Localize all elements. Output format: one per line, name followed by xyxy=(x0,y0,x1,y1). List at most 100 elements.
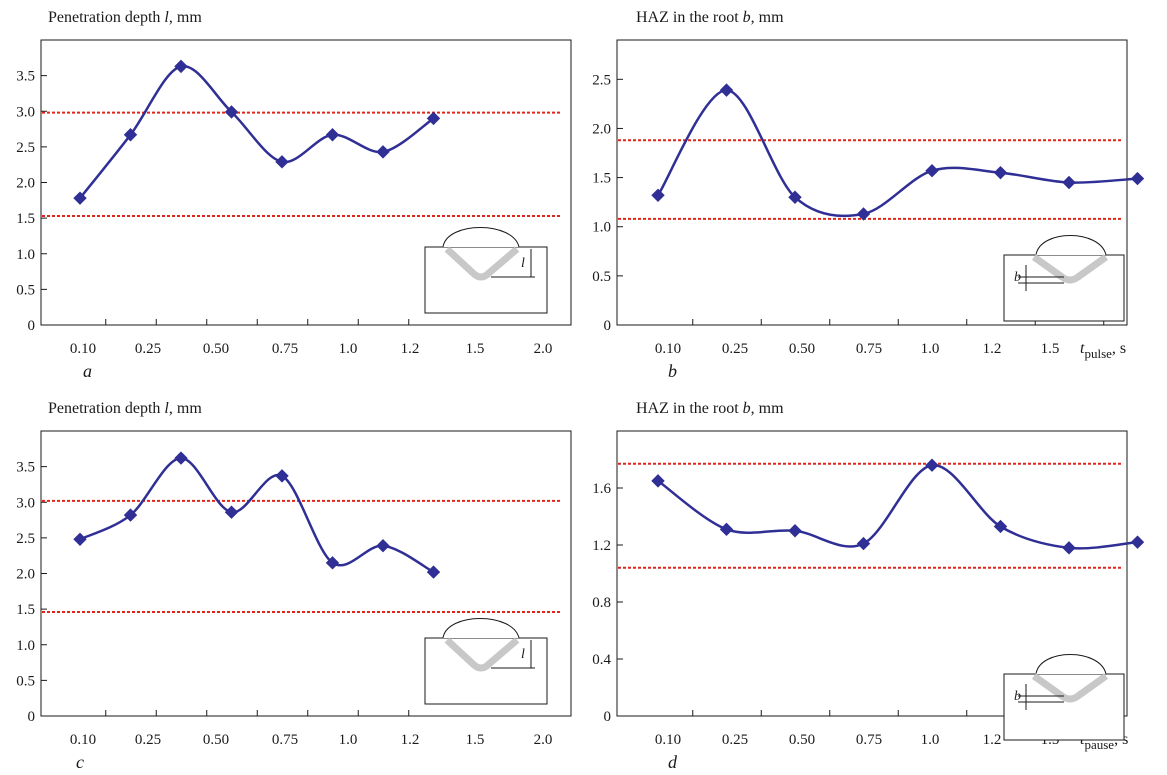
data-point xyxy=(73,191,87,205)
x-tick-label: 0.10 xyxy=(655,732,681,748)
x-tick-label: 0.75 xyxy=(272,732,298,748)
series-line xyxy=(656,88,1138,218)
panel-label: c xyxy=(76,752,84,772)
y-tick-label: 0.4 xyxy=(592,652,611,668)
x-tick-label: 1.0 xyxy=(339,341,358,357)
x-tick-label: 2.0 xyxy=(534,732,553,748)
data-point xyxy=(1062,541,1076,555)
x-tick-label: 0.10 xyxy=(655,341,681,357)
weld-cap xyxy=(442,227,520,248)
weld-root xyxy=(444,637,520,672)
series-line xyxy=(79,456,435,574)
x-tick-label: 2.0 xyxy=(534,341,553,357)
x-tick-label: 0.75 xyxy=(856,341,882,357)
y-tick-label: 0.5 xyxy=(592,269,611,285)
x-tick-label: 0.50 xyxy=(789,341,815,357)
x-tick-label: 0.25 xyxy=(135,341,161,357)
x-tick-label: 0.50 xyxy=(203,732,229,748)
x-tick-label: 0.10 xyxy=(70,732,96,748)
y-tick-label: 3.0 xyxy=(16,104,35,120)
y-tick-label: 2.0 xyxy=(16,567,35,583)
data-point xyxy=(123,508,138,522)
data-point xyxy=(788,524,802,538)
x-tick-label: 1.0 xyxy=(921,732,940,748)
x-tick-label: 0.75 xyxy=(856,732,882,748)
inset-frame xyxy=(1003,254,1125,322)
data-point xyxy=(73,532,87,547)
data-point xyxy=(123,128,138,142)
inset-frame xyxy=(424,637,548,705)
chart-panel-c: Penetration depth l, mm 0 0.5 1.0 1.5 2.0 2.5 3… xyxy=(16,400,572,772)
y-tick-label: 1.0 xyxy=(592,220,611,236)
y-tick-label: 0.8 xyxy=(592,595,611,611)
x-tick-label: 0.25 xyxy=(135,732,161,748)
data-point xyxy=(856,207,871,221)
y-tick-label: 1.5 xyxy=(592,171,611,187)
x-tick-label: 0.25 xyxy=(722,732,748,748)
data-point xyxy=(224,505,239,519)
data-point xyxy=(1062,175,1076,190)
y-tick-label: 1.5 xyxy=(16,211,35,227)
y-tick-label: 3.5 xyxy=(16,460,35,476)
y-tick-label: 0 xyxy=(604,318,612,334)
x-tick-label: 0.50 xyxy=(203,341,229,357)
data-point xyxy=(719,83,734,97)
y-tick-label: 3.5 xyxy=(16,69,35,85)
y-tick-label: 1.6 xyxy=(592,481,611,497)
y-tick-label: 2.5 xyxy=(592,72,611,88)
weld-root xyxy=(444,246,520,281)
chart-title: HAZ in the root b, mm xyxy=(636,9,784,26)
data-point xyxy=(719,522,734,537)
y-tick-label: 2.5 xyxy=(16,140,35,156)
plot-frame xyxy=(616,39,1128,326)
data-point xyxy=(325,128,340,142)
data-point xyxy=(1130,171,1145,186)
chart-panel-d: HAZ in the root b, mm 0 0.4 0.8 1.2 1.6 0.10 0.… xyxy=(592,400,1145,772)
data-point xyxy=(426,565,441,579)
inset-weld-diagram: b xyxy=(1003,654,1125,741)
inset-frame xyxy=(424,246,548,314)
data-point xyxy=(325,556,340,570)
y-tick-label: 1.0 xyxy=(16,638,35,654)
x-tick-label: 0.10 xyxy=(70,341,96,357)
y-tick-label: 2.0 xyxy=(592,121,611,137)
x-tick-label: 1.2 xyxy=(983,341,1002,357)
panel-label: b xyxy=(668,361,677,381)
y-tick-label: 0 xyxy=(28,318,36,334)
data-point xyxy=(275,155,289,169)
data-point xyxy=(174,59,188,74)
series-line xyxy=(657,463,1138,550)
weld-cap xyxy=(442,618,520,639)
chart-title: Penetration depth l, mm xyxy=(48,400,202,417)
data-point xyxy=(376,145,390,159)
y-tick-label: 2.0 xyxy=(16,176,35,192)
y-tick-label: 2.5 xyxy=(16,531,35,547)
x-tick-label: 0.50 xyxy=(789,732,815,748)
x-tick-label: 0.25 xyxy=(722,341,748,357)
x-tick-label: 1.5 xyxy=(466,341,485,357)
data-point xyxy=(993,165,1008,180)
data-point xyxy=(925,163,939,178)
panel-label: d xyxy=(668,752,678,772)
x-tick-label: 1.5 xyxy=(466,732,485,748)
inset-weld-diagram: l xyxy=(424,618,548,705)
data-point xyxy=(275,469,289,483)
data-point xyxy=(174,451,188,465)
y-tick-label: 1.0 xyxy=(16,247,35,263)
inset-weld-diagram: l xyxy=(424,227,548,314)
y-tick-label: 0 xyxy=(28,709,36,725)
inset-dimension-label: l xyxy=(521,647,525,662)
y-tick-label: 1.2 xyxy=(592,538,611,554)
inset-dimension-label: b xyxy=(1014,689,1021,704)
x-tick-label: 1.2 xyxy=(401,732,420,748)
x-tick-label: 1.5 xyxy=(1041,341,1060,357)
chart-panel-a: Penetration depth l, mm 0 0.5 1.0 1.5 2.0 2.5 3… xyxy=(16,9,572,381)
x-axis-label: tpulse, s xyxy=(1080,340,1126,361)
data-point xyxy=(426,111,441,126)
y-tick-label: 0 xyxy=(604,709,612,725)
x-tick-label: 1.2 xyxy=(401,341,420,357)
x-tick-label: 1.2 xyxy=(983,732,1002,748)
chart-title: Penetration depth l, mm xyxy=(48,9,202,26)
x-tick-label: 0.75 xyxy=(272,341,298,357)
